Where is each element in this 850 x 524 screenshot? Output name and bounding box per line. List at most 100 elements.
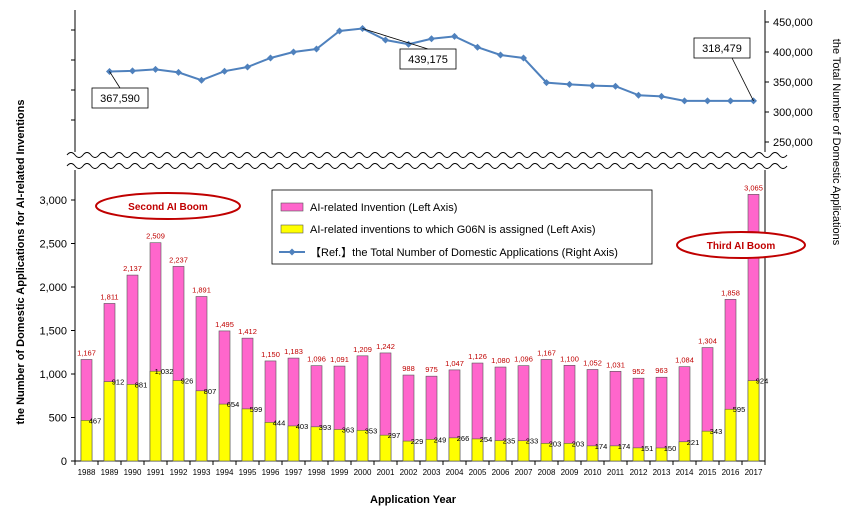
bar-g06n-label: 229 (411, 437, 424, 446)
callout-pointer (362, 28, 429, 50)
bar-ai-related-label: 1,080 (491, 356, 510, 365)
bar-g06n-label: 881 (135, 380, 148, 389)
x-tick-label: 2016 (722, 468, 740, 477)
total-applications-point (658, 92, 665, 100)
bar-g06n (310, 426, 323, 462)
callout-value: 439,175 (408, 54, 448, 66)
total-applications-panel: 250,000 300,000 350,000 400,000 450,000 367,5… (71, 10, 813, 152)
annotations: Second AI Boom Third AI Boom (95, 192, 806, 259)
x-tick-label: 2009 (561, 468, 579, 477)
callout-value: 318,479 (702, 43, 742, 55)
x-tick-label: 2014 (676, 468, 694, 477)
bar-g06n (287, 425, 300, 462)
callout-box (91, 87, 149, 109)
x-tick-label: 2008 (538, 468, 556, 477)
bar-ai-related-label: 1,304 (698, 337, 717, 346)
bar-g06n (471, 438, 484, 462)
total-applications-point (543, 79, 550, 87)
left-tick-label: 1,500 (39, 326, 67, 338)
bar-g06n (241, 408, 254, 462)
x-tick-label: 1988 (78, 468, 96, 477)
boom-ellipse (676, 231, 806, 259)
bar-g06n-label: 1,032 (155, 367, 174, 376)
total-applications-point (428, 35, 435, 43)
x-tick-label: 1995 (239, 468, 257, 477)
bar-ai-related-label: 1,167 (77, 348, 96, 357)
bar-g06n-label: 912 (112, 378, 125, 387)
second-ai-boom-label: Second AI Boom (128, 202, 208, 213)
bar-g06n-label: 203 (549, 439, 562, 448)
bar-ai-related-label: 1,126 (468, 352, 487, 361)
bar-g06n (655, 447, 668, 462)
x-tick-label: 2013 (653, 468, 671, 477)
bar-ai-related-label: 3,065 (744, 183, 763, 192)
bar-g06n-label: 254 (480, 435, 493, 444)
bar-g06n (494, 440, 507, 462)
bar-g06n (218, 403, 231, 462)
bar-g06n (149, 370, 162, 462)
callout-box (693, 37, 751, 59)
total-applications-point (382, 36, 389, 44)
bar-ai-related-label: 1,100 (560, 354, 579, 363)
legend-label-total: 【Ref.】the Total Number of Domestic Appli… (310, 246, 618, 259)
x-tick-label: 1996 (262, 468, 280, 477)
bar-g06n-label: 807 (204, 387, 217, 396)
total-applications-point (681, 97, 688, 105)
total-applications-point (129, 67, 136, 75)
bar-ai-related-label: 988 (402, 364, 415, 373)
x-tick-label: 2011 (607, 468, 625, 477)
bar-g06n-label: 297 (388, 431, 401, 440)
bar-g06n-label: 599 (250, 405, 263, 414)
total-applications-point (612, 82, 619, 90)
bar-ai-related-label: 1,167 (537, 348, 556, 357)
left-tick-label: 1,000 (39, 369, 67, 381)
bar-ai-related-label: 963 (655, 366, 668, 375)
bar-g06n (678, 441, 691, 462)
bar-g06n (632, 447, 645, 462)
x-axis-title: Application Year (370, 494, 457, 506)
x-tick-label: 1991 (147, 468, 165, 477)
bar-g06n-label: 595 (733, 405, 746, 414)
bar-g06n-label: 353 (365, 426, 378, 435)
bar-g06n-label: 233 (526, 437, 539, 446)
bar-g06n (172, 380, 185, 462)
x-tick-label: 2015 (699, 468, 717, 477)
total-applications-point (704, 97, 711, 105)
x-tick-label: 2001 (377, 468, 395, 477)
bar-g06n-label: 654 (227, 400, 240, 409)
bar-g06n-label: 444 (273, 418, 286, 427)
third-ai-boom-label: Third AI Boom (707, 241, 776, 252)
bar-g06n-label: 343 (710, 427, 723, 436)
bar-ai-related-label: 2,137 (123, 264, 142, 273)
callout-pointer (109, 71, 121, 89)
bar-g06n (448, 437, 461, 462)
bar-ai-related-label: 1,047 (445, 359, 464, 368)
bar-ai-related-label: 1,858 (721, 288, 740, 297)
total-applications-point (152, 65, 159, 73)
callout-value: 367,590 (100, 93, 140, 105)
total-applications-point (313, 45, 320, 53)
bar-ai-related-label: 2,509 (146, 232, 165, 241)
bar-ai-related-label: 952 (632, 367, 645, 376)
total-applications-point (244, 63, 251, 71)
total-applications-point (290, 48, 297, 56)
bar-g06n (701, 430, 714, 462)
bar-ai-related-label: 1,495 (215, 320, 234, 329)
x-tick-label: 2004 (446, 468, 464, 477)
right-axis-title: the Total Number of Domestic Application… (830, 39, 842, 246)
total-applications-point (635, 91, 642, 99)
x-tick-label: 1989 (101, 468, 119, 477)
bar-g06n (609, 445, 622, 462)
bar-g06n-label: 249 (434, 435, 447, 444)
bar-g06n-label: 174 (595, 442, 608, 451)
total-applications-point (497, 51, 504, 59)
total-applications-point (566, 80, 573, 88)
bar-g06n-label: 151 (641, 444, 654, 453)
legend-marker-total (288, 248, 296, 256)
bar-g06n-label: 467 (89, 416, 102, 425)
bar-ai-related-label: 975 (425, 365, 438, 374)
bar-ai-related-label: 1,052 (583, 358, 602, 367)
bar-ai-related-label: 1,084 (675, 356, 694, 365)
x-tick-label: 1992 (170, 468, 188, 477)
